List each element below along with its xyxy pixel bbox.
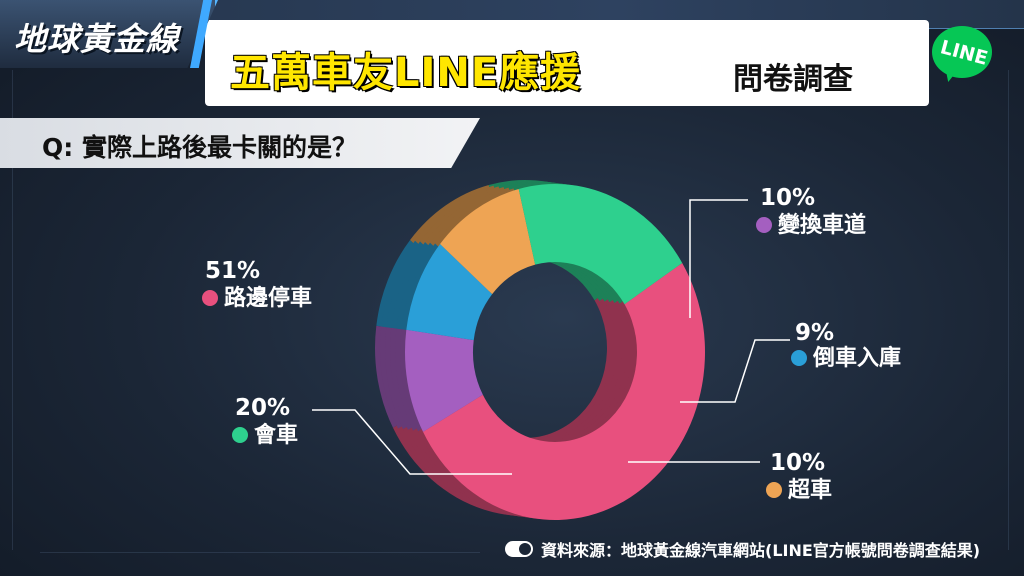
toggle-knob [519,543,531,555]
category-label-1: 變換車道 [778,212,866,238]
donut-slice-0 [423,262,705,521]
legend-dot-2 [791,350,807,366]
legend-dot-4 [232,427,248,443]
data-label-4: 20% [235,395,290,421]
leader-line-2 [680,339,790,403]
source-text: 資料來源：地球黃金線汽車網站(LINE官方帳號問卷調查結果) [541,541,981,560]
category-label-3: 超車 [788,478,832,503]
hud-line-bottom [40,552,480,553]
category-label-4: 會車 [254,422,298,448]
category-label-2: 倒車入庫 [812,345,901,371]
donut-slice-1 [404,329,483,432]
donut-slice-4 [518,184,683,305]
question-plate [0,118,480,168]
data-label-3: 10% [770,450,825,476]
leader-line-1 [689,199,748,318]
title-plate [205,20,929,106]
legend-dot-3 [766,482,782,498]
page-title: 五萬車友LINE應援 [230,50,582,96]
data-label-0: 51% [205,258,260,284]
logo: 地球黃金線 [14,20,180,58]
leader-line-4 [312,409,512,475]
data-label-2: 9% [795,320,834,346]
page-subtitle: 問卷調查 [733,62,853,97]
hud-line-right [1008,70,1009,550]
donut-slice-3 [440,188,536,295]
data-label-1: 10% [760,185,815,211]
question-text: Q: 實際上路後最卡關的是？ [42,133,357,162]
legend-dot-0 [202,290,218,306]
legend-dot-1 [756,217,772,233]
hud-line-left [12,70,13,550]
donut-slice-2 [406,244,493,341]
category-label-0: 路邊停車 [224,285,312,311]
source-row: 資料來源：地球黃金線汽車網站(LINE官方帳號問卷調查結果) [505,537,980,561]
line-badge-icon [932,26,992,78]
toggle-icon [505,541,533,557]
